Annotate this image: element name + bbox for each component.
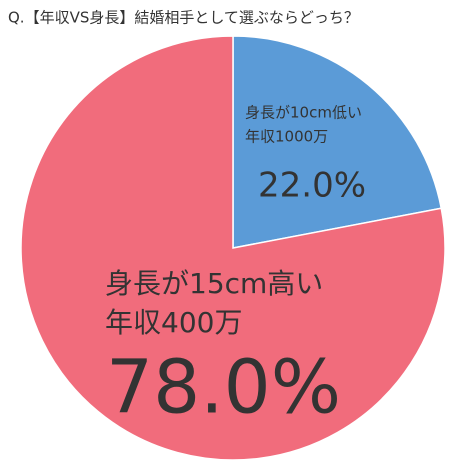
value-label: 78.0% — [106, 345, 341, 431]
pie-slice — [232, 35, 443, 249]
slice-label: 身長が15cm高い — [105, 267, 323, 300]
value-label: 22.0% — [258, 166, 366, 206]
slice-label: 年収400万 — [105, 306, 242, 339]
slice-label: 年収1000万 — [245, 128, 328, 146]
pie-slice — [20, 35, 446, 461]
chart-title: Q.【年収VS身長】結婚相手として選ぶならどっち？ — [8, 9, 359, 27]
slice-label: 身長が10cm低い — [245, 104, 362, 122]
